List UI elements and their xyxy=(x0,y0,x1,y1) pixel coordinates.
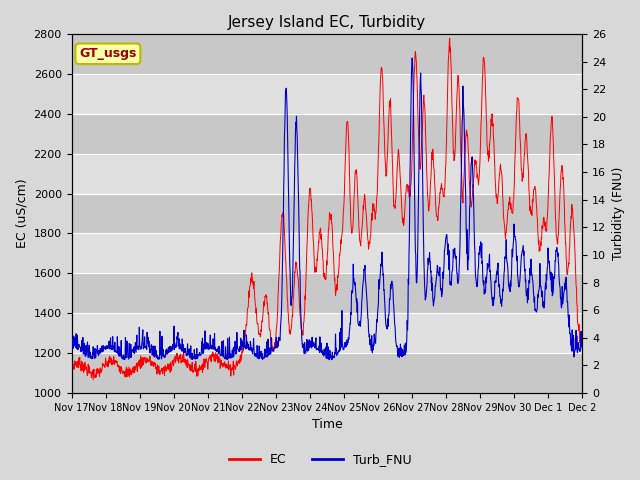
Bar xyxy=(72,34,582,74)
Bar xyxy=(72,154,582,193)
Bar xyxy=(72,274,582,313)
X-axis label: Time: Time xyxy=(312,419,342,432)
Bar xyxy=(72,114,582,154)
Bar xyxy=(72,353,582,393)
Bar xyxy=(72,313,582,353)
Title: Jersey Island EC, Turbidity: Jersey Island EC, Turbidity xyxy=(228,15,426,30)
Legend: EC, Turb_FNU: EC, Turb_FNU xyxy=(223,448,417,471)
Y-axis label: Turbidity (FNU): Turbidity (FNU) xyxy=(612,167,625,260)
Bar xyxy=(72,233,582,274)
Text: GT_usgs: GT_usgs xyxy=(79,48,136,60)
Bar xyxy=(72,193,582,233)
Bar xyxy=(72,74,582,114)
Y-axis label: EC (uS/cm): EC (uS/cm) xyxy=(15,179,28,248)
